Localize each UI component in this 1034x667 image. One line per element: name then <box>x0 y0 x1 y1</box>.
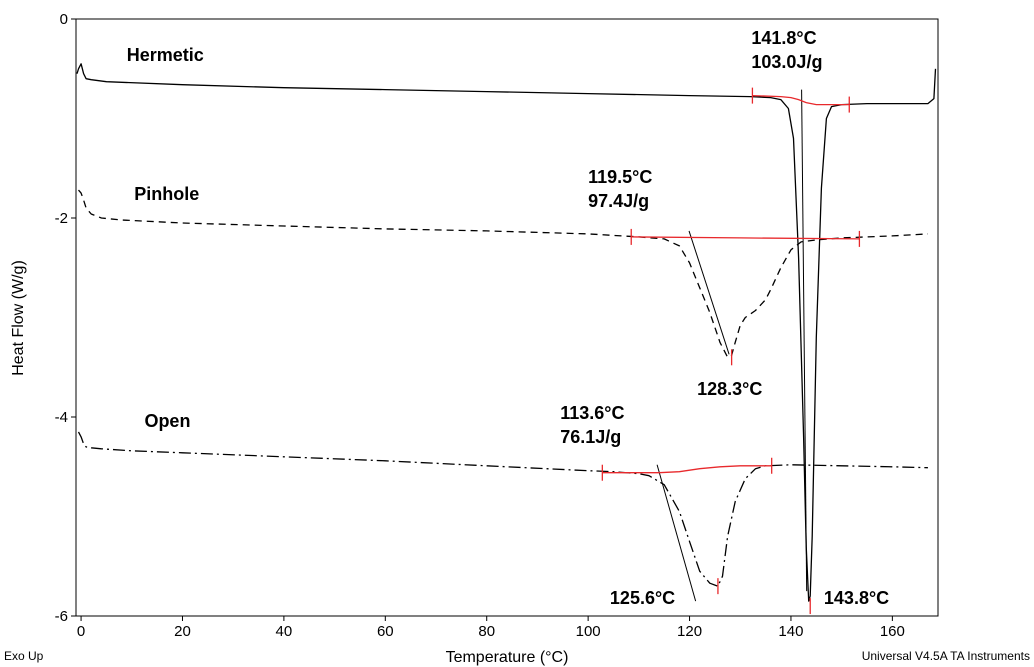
peak-annotation: 125.6°C <box>610 588 675 608</box>
y-tick-label: -2 <box>55 210 68 227</box>
peak-annotation: 97.4J/g <box>588 191 649 211</box>
instrument-footer: Universal V4.5A TA Instruments <box>862 649 1030 663</box>
onset-tangent-line <box>801 89 808 592</box>
integration-baseline <box>752 94 850 106</box>
axis-ticks: 0 20 40 60 80 100 120 140 160 0 -2 -4 -6 <box>55 11 905 640</box>
series-label: Open <box>144 411 190 431</box>
y-tick-label: -4 <box>55 409 68 426</box>
x-tick-label: 120 <box>677 623 702 640</box>
onset-tangent-line <box>656 464 697 602</box>
y-tick-label: -6 <box>55 608 68 625</box>
series-label: Hermetic <box>127 45 204 65</box>
x-tick-label: 100 <box>576 623 601 640</box>
peak-annotation: 113.6°C <box>560 403 624 423</box>
x-tick-label: 0 <box>77 623 85 640</box>
peak-annotation: 76.1J/g <box>560 427 621 447</box>
peak-annotation: 143.8°C <box>824 588 889 608</box>
plot-frame <box>75 18 939 617</box>
x-axis-title: Temperature (°C) <box>446 649 569 666</box>
series-label: Pinhole <box>134 184 199 204</box>
series-line-hermetic <box>76 63 937 602</box>
x-tick-label: 80 <box>478 623 495 640</box>
x-tick-label: 40 <box>276 623 293 640</box>
x-tick-label: 140 <box>778 623 803 640</box>
analysis-overlays <box>601 87 861 615</box>
y-axis-title: Heat Flow (W/g) <box>10 260 27 376</box>
y-tick-label: 0 <box>60 11 68 28</box>
integration-baseline <box>602 465 772 474</box>
series-line-open <box>77 431 928 587</box>
onset-tangent-line <box>688 230 730 355</box>
x-tick-label: 160 <box>880 623 905 640</box>
peak-annotation: 141.8°C <box>751 28 816 48</box>
peak-annotation: 119.5°C <box>588 167 652 187</box>
x-tick-label: 20 <box>174 623 191 640</box>
labels-layer: Hermetic Pinhole Open 141.8°C 103.0J/g 119.5°… <box>127 28 889 608</box>
series-line-pinhole <box>78 189 928 358</box>
peak-annotation: 103.0J/g <box>751 52 822 72</box>
exo-up-label: Exo Up <box>4 649 44 663</box>
x-tick-label: 60 <box>377 623 394 640</box>
curves-layer <box>76 63 937 602</box>
integration-baseline <box>631 236 860 240</box>
peak-annotation: 128.3°C <box>697 379 762 399</box>
